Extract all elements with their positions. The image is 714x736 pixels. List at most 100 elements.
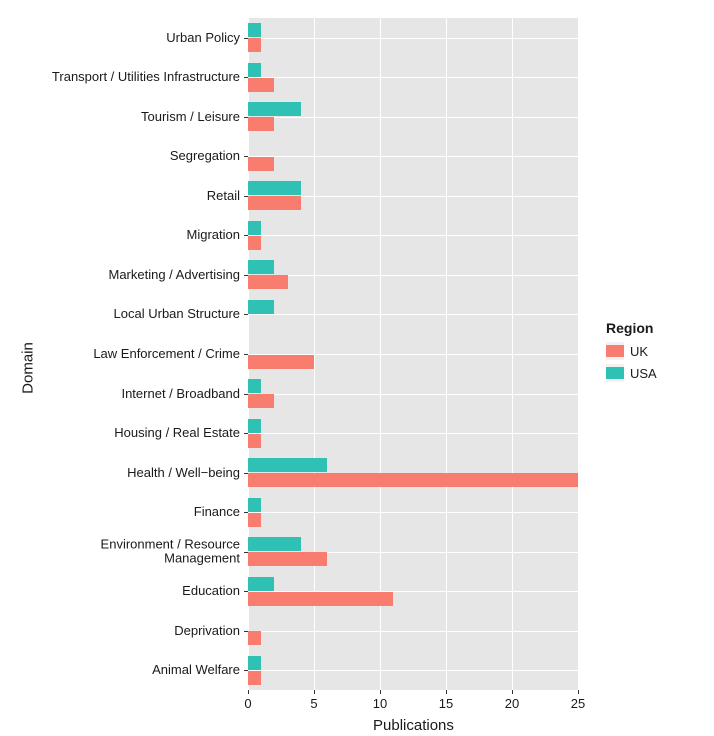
bar-usa	[248, 498, 261, 512]
bar-usa	[248, 537, 301, 551]
gridline-h	[248, 156, 578, 157]
x-tick	[578, 690, 579, 694]
bar-uk	[248, 236, 261, 250]
y-tick	[244, 156, 248, 157]
bar-usa	[248, 102, 301, 116]
gridline-h	[248, 394, 578, 395]
x-tick	[446, 690, 447, 694]
gridline-h	[248, 275, 578, 276]
x-tick-label: 20	[505, 696, 519, 711]
bar-uk	[248, 157, 274, 171]
category-label: Deprivation	[22, 624, 240, 638]
bar-usa	[248, 656, 261, 670]
y-tick	[244, 314, 248, 315]
y-tick	[244, 591, 248, 592]
bar-uk	[248, 434, 261, 448]
y-tick	[244, 670, 248, 671]
category-label: Health / Well−being	[22, 465, 240, 479]
gridline-h	[248, 631, 578, 632]
bar-uk	[248, 671, 261, 685]
y-tick	[244, 235, 248, 236]
x-tick	[314, 690, 315, 694]
bar-usa	[248, 23, 261, 37]
y-tick	[244, 631, 248, 632]
gridline-h	[248, 314, 578, 315]
category-label: Environment / Resource Management	[22, 537, 240, 566]
category-label: Marketing / Advertising	[22, 268, 240, 282]
y-tick	[244, 117, 248, 118]
y-tick	[244, 196, 248, 197]
y-tick	[244, 552, 248, 553]
category-label: Local Urban Structure	[22, 307, 240, 321]
legend-swatch	[606, 364, 624, 382]
bar-uk	[248, 78, 274, 92]
bar-usa	[248, 63, 261, 77]
plot-area	[248, 18, 578, 690]
bar-usa	[248, 260, 274, 274]
bar-uk	[248, 394, 274, 408]
legend-label: UK	[630, 344, 648, 359]
bar-usa	[248, 458, 327, 472]
category-label: Retail	[22, 189, 240, 203]
legend-item-usa: USA	[606, 364, 657, 382]
y-tick	[244, 512, 248, 513]
bar-uk	[248, 117, 274, 131]
bar-uk	[248, 38, 261, 52]
bar-uk	[248, 196, 301, 210]
x-tick	[248, 690, 249, 694]
category-label: Migration	[22, 228, 240, 242]
gridline-h	[248, 670, 578, 671]
legend-title: Region	[606, 320, 657, 336]
category-label: Education	[22, 584, 240, 598]
category-label: Law Enforcement / Crime	[22, 347, 240, 361]
bar-uk	[248, 513, 261, 527]
x-tick-label: 25	[571, 696, 585, 711]
bar-uk	[248, 275, 288, 289]
x-tick-label: 0	[244, 696, 251, 711]
category-label: Internet / Broadband	[22, 386, 240, 400]
y-tick	[244, 77, 248, 78]
y-tick	[244, 473, 248, 474]
y-tick	[244, 38, 248, 39]
x-tick-label: 15	[439, 696, 453, 711]
gridline	[578, 18, 579, 690]
category-label: Tourism / Leisure	[22, 110, 240, 124]
category-label: Segregation	[22, 149, 240, 163]
category-label: Transport / Utilities Infrastructure	[22, 70, 240, 84]
gridline-h	[248, 433, 578, 434]
legend-item-uk: UK	[606, 342, 657, 360]
bar-usa	[248, 577, 274, 591]
legend-swatch	[606, 342, 624, 360]
bar-usa	[248, 419, 261, 433]
bar-uk	[248, 473, 578, 487]
bar-usa	[248, 221, 261, 235]
bar-usa	[248, 300, 274, 314]
gridline-h	[248, 77, 578, 78]
category-label: Animal Welfare	[22, 663, 240, 677]
x-tick-label: 5	[310, 696, 317, 711]
y-tick	[244, 275, 248, 276]
y-tick	[244, 433, 248, 434]
gridline-h	[248, 117, 578, 118]
bar-uk	[248, 355, 314, 369]
bar-uk	[248, 592, 393, 606]
category-label: Housing / Real Estate	[22, 426, 240, 440]
gridline-h	[248, 512, 578, 513]
bar-uk	[248, 552, 327, 566]
x-axis-title: Publications	[373, 717, 454, 734]
x-tick	[512, 690, 513, 694]
y-tick	[244, 354, 248, 355]
legend: Region UK USA	[606, 320, 657, 386]
category-label: Finance	[22, 505, 240, 519]
gridline-h	[248, 235, 578, 236]
category-label: Urban Policy	[22, 31, 240, 45]
x-tick-label: 10	[373, 696, 387, 711]
gridline-h	[248, 38, 578, 39]
bar-usa	[248, 379, 261, 393]
y-tick	[244, 394, 248, 395]
legend-label: USA	[630, 366, 657, 381]
bar-usa	[248, 181, 301, 195]
bar-uk	[248, 631, 261, 645]
publications-by-domain-chart: Domain Publications Region UKUSA 0510152…	[0, 0, 714, 736]
x-tick	[380, 690, 381, 694]
